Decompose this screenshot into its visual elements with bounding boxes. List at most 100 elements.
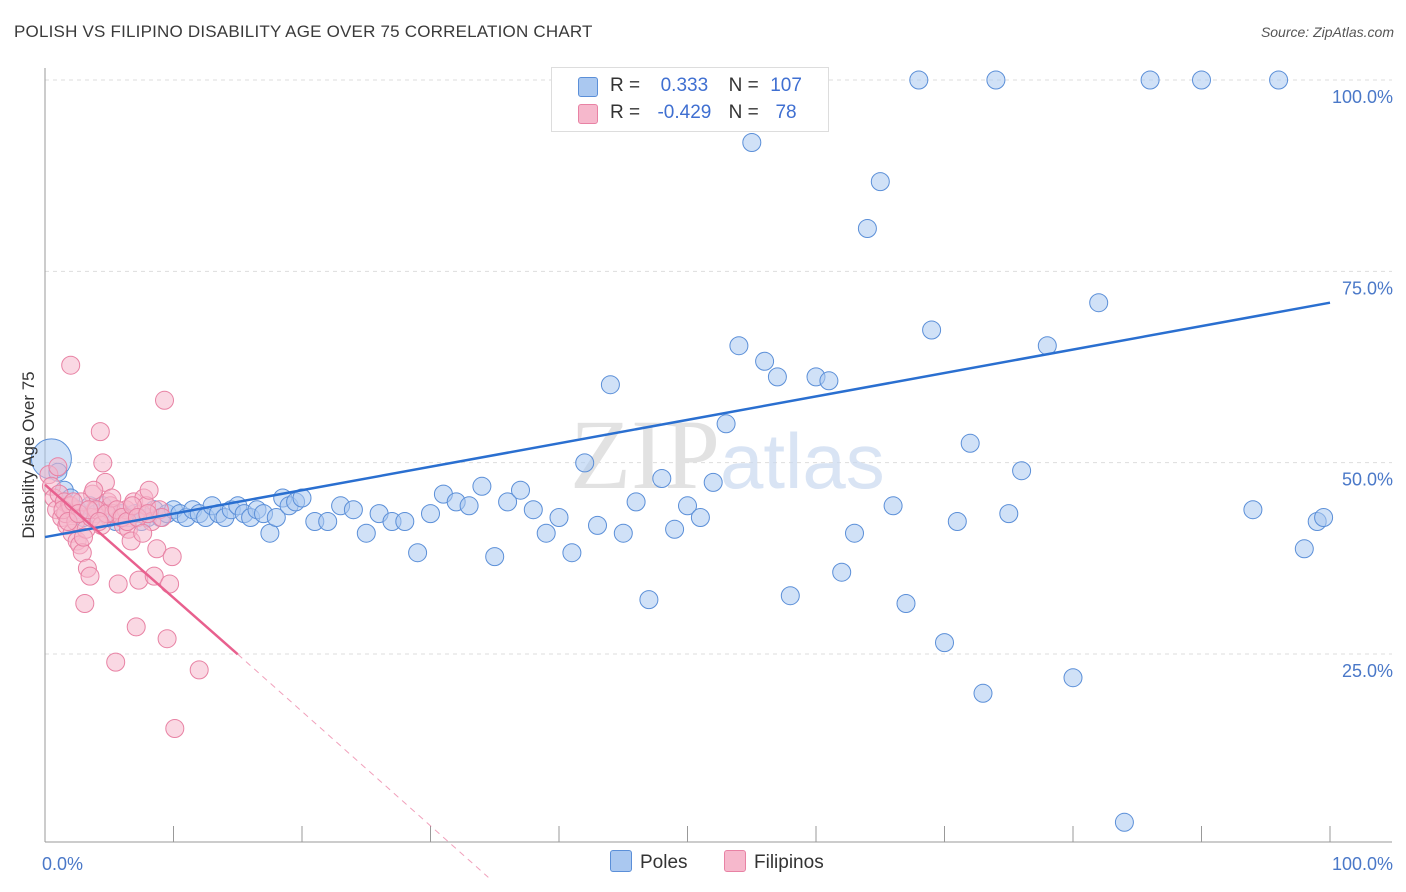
poles-n-value: 107	[770, 75, 802, 96]
pole-point	[960, 433, 980, 453]
filipino-point	[189, 660, 209, 680]
pole-point	[678, 496, 697, 516]
pole-point	[511, 480, 530, 500]
pole-point	[909, 70, 929, 90]
chart-title: POLISH VS FILIPINO DISABILITY AGE OVER 7…	[14, 22, 593, 41]
pole-point	[1140, 70, 1160, 90]
pole-point	[973, 683, 993, 703]
pole-point	[472, 476, 492, 496]
poles-legend-swatch	[610, 850, 632, 872]
filipino-point	[75, 594, 95, 613]
pole-point	[639, 590, 659, 610]
pole-point	[703, 472, 723, 492]
pole-point	[1114, 812, 1134, 832]
y-tick-label: 25.0%	[1342, 661, 1393, 681]
pole-point	[1089, 293, 1109, 313]
pole-point	[780, 586, 800, 606]
pole-point	[395, 512, 415, 531]
pole-point	[562, 543, 582, 563]
pole-point	[870, 172, 890, 192]
pole-point	[832, 562, 852, 582]
watermark-atlas: atlas	[720, 417, 885, 505]
pole-point	[408, 543, 428, 563]
pole-point	[729, 336, 749, 356]
filipinos-points	[39, 355, 209, 738]
pole-point	[896, 594, 916, 613]
trendlines	[44, 301, 1331, 878]
filipinos-trendline-extension	[237, 653, 489, 878]
poles-r-value: 0.333	[660, 75, 709, 96]
filipino-point	[106, 652, 126, 672]
filipino-point	[108, 574, 128, 594]
filipino-point	[80, 566, 100, 586]
pole-point	[266, 508, 286, 527]
watermark-zip: ZIP	[570, 399, 720, 510]
filipinos-r-value: -0.429	[657, 102, 712, 123]
filipino-point	[74, 527, 93, 547]
filipinos-n-label: N =	[728, 102, 759, 123]
pole-point	[588, 515, 607, 535]
bottom-legend-filipinos[interactable]: Filipinos	[724, 850, 824, 874]
filipinos-legend-label: Filipinos	[754, 852, 824, 873]
pole-point	[626, 492, 646, 512]
pole-point	[459, 496, 479, 516]
pole-point	[999, 504, 1019, 524]
filipino-point	[144, 566, 164, 586]
pole-point	[716, 414, 736, 434]
pole-point	[819, 371, 839, 391]
pole-point	[421, 504, 440, 524]
pole-point	[857, 219, 877, 238]
pole-point	[485, 547, 505, 567]
filipino-point	[126, 617, 146, 637]
pole-point	[498, 492, 518, 512]
filipino-point	[165, 719, 185, 738]
x-tick-label-max: 100.0%	[1332, 854, 1393, 874]
filipinos-n-value: 78	[775, 102, 797, 123]
pole-point	[318, 512, 338, 531]
filipino-point	[93, 453, 113, 473]
filipino-point	[90, 422, 110, 442]
pole-point	[523, 500, 543, 520]
pole-point	[343, 500, 363, 520]
filipinos-legend-swatch	[724, 850, 746, 872]
pole-point	[922, 320, 942, 340]
pole-point	[549, 508, 569, 527]
filipino-point	[147, 539, 167, 559]
pole-point	[356, 523, 376, 543]
pole-point	[935, 633, 954, 653]
pole-point	[742, 133, 762, 152]
pole-point	[536, 523, 556, 543]
pole-point	[1269, 70, 1289, 90]
x-tick-label-min: 0.0%	[42, 854, 83, 874]
pole-point	[845, 523, 864, 543]
source-credit: Source: ZipAtlas.com	[1260, 24, 1394, 40]
pole-point	[665, 519, 685, 539]
filipinos-r-label: R =	[610, 102, 641, 123]
y-tick-label: 100.0%	[1332, 87, 1393, 107]
filipino-point	[48, 457, 68, 477]
filipinos-swatch	[578, 104, 598, 124]
pole-point	[613, 523, 633, 543]
pole-point	[1243, 500, 1263, 520]
filipino-point	[162, 547, 182, 567]
poles-r-label: R =	[610, 75, 641, 96]
poles-legend-label: Poles	[640, 852, 688, 873]
pole-point	[690, 508, 710, 527]
correlation-legend: R = 0.333 N = 107 R = -0.429 N = 78	[551, 67, 829, 132]
y-axis-label: Disability Age Over 75	[19, 371, 38, 538]
pole-point	[1063, 668, 1083, 688]
filipino-point	[61, 355, 81, 375]
filipino-point	[139, 480, 159, 500]
pole-point	[652, 469, 672, 488]
tick-labels: 25.0% 50.0% 75.0% 100.0% 0.0% 100.0%	[42, 87, 1393, 874]
pole-point	[1294, 539, 1314, 559]
y-tick-label: 75.0%	[1342, 278, 1393, 298]
filipino-point	[157, 629, 177, 649]
y-tick-label: 50.0%	[1342, 470, 1393, 490]
pole-point	[755, 351, 775, 371]
pole-point	[1192, 70, 1211, 90]
bottom-legend-poles[interactable]: Poles	[610, 850, 688, 874]
pole-point	[600, 375, 620, 395]
pole-point	[986, 70, 1006, 90]
pole-point	[1012, 461, 1032, 481]
